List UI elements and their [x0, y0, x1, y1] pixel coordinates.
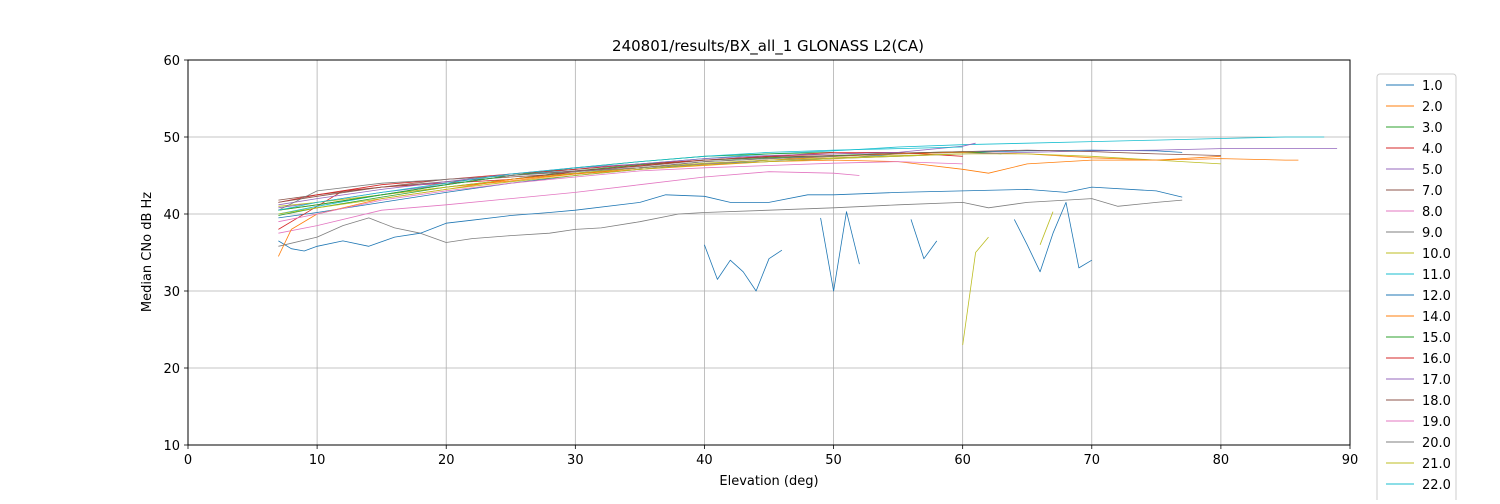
legend-box — [1376, 73, 1457, 504]
legend-label: 14.0 — [1422, 310, 1451, 325]
legend-label: 22.0 — [1422, 478, 1451, 493]
legend-label: 7.0 — [1422, 184, 1443, 199]
series-line-10-0 — [278, 153, 1221, 207]
y-tick-label: 50 — [163, 131, 180, 146]
series-line-4-0 — [278, 151, 963, 230]
x-tick-label: 0 — [184, 453, 192, 468]
y-axis-label: Median CNo dB Hz — [140, 192, 155, 312]
data-series — [278, 136, 1338, 345]
legend-label: 9.0 — [1422, 226, 1443, 241]
series-line-21-0 — [278, 153, 963, 215]
legend-label: 1.0 — [1422, 79, 1443, 94]
legend-label: 21.0 — [1422, 457, 1451, 472]
x-tick-label: 40 — [696, 453, 713, 468]
x-tick-label: 70 — [1084, 453, 1101, 468]
x-tick-label: 80 — [1213, 453, 1230, 468]
legend-label: 5.0 — [1422, 163, 1443, 178]
series-line-9-0 — [278, 198, 1183, 247]
x-axis-label: Elevation (deg) — [719, 474, 818, 489]
x-tick-label: 50 — [825, 453, 842, 468]
series-line-11-0 — [278, 136, 1325, 215]
series-line-22-0 — [278, 146, 963, 211]
y-tick-label: 60 — [163, 54, 180, 69]
x-tick-label: 10 — [309, 453, 326, 468]
x-tick-label: 20 — [438, 453, 455, 468]
series-line-25-0 — [910, 219, 938, 260]
legend-label: 20.0 — [1422, 436, 1451, 451]
series-line-26-0 — [1013, 201, 1093, 273]
legend-label: 19.0 — [1422, 415, 1451, 430]
x-tick-label: 30 — [567, 453, 584, 468]
legend-label: 4.0 — [1422, 142, 1443, 157]
y-tick-label: 20 — [163, 362, 180, 377]
series-line-23-0 — [704, 244, 783, 292]
legend-label: 18.0 — [1422, 394, 1451, 409]
legend-label: 3.0 — [1422, 121, 1443, 136]
legend-label: 2.0 — [1422, 100, 1443, 115]
series-line-20-0 — [278, 155, 834, 211]
legend: 1.0 2.0 3.0 4.0 5.0 7.0 8.0 9.0 10.0 11.0 12.0 14.0… — [1376, 73, 1457, 504]
y-tick-label: 30 — [163, 285, 180, 300]
series-line-12-0 — [278, 186, 1183, 252]
series-line-8-0 — [278, 171, 860, 234]
legend-label: 11.0 — [1422, 268, 1451, 283]
series-line-17-0 — [278, 142, 976, 206]
y-tick-label: 10 — [163, 439, 180, 454]
legend-label: 15.0 — [1422, 331, 1451, 346]
grid-lines — [187, 59, 1351, 446]
axis-ticks: 0 10 20 30 40 50 60 70 80 90 10 20 30 40 50 60 — [163, 54, 1358, 468]
y-tick-label: 40 — [163, 208, 180, 223]
plot-frame — [187, 59, 1351, 446]
x-tick-label: 90 — [1342, 453, 1359, 468]
chart-title: 240801/results/BX_all_1 GLONASS L2(CA) — [612, 37, 924, 56]
series-line-27-0 — [962, 236, 989, 345]
legend-label: 10.0 — [1422, 247, 1451, 262]
x-tick-label: 60 — [954, 453, 971, 468]
legend-label: 8.0 — [1422, 205, 1443, 220]
series-line-24-0 — [820, 211, 860, 292]
series-line-19-0 — [278, 161, 963, 223]
series-line-28-0 — [1039, 211, 1054, 245]
legend-label: 12.0 — [1422, 289, 1451, 304]
series-line-14-0 — [278, 158, 1299, 257]
legend-label: 17.0 — [1422, 373, 1451, 388]
legend-label: 16.0 — [1422, 352, 1451, 367]
